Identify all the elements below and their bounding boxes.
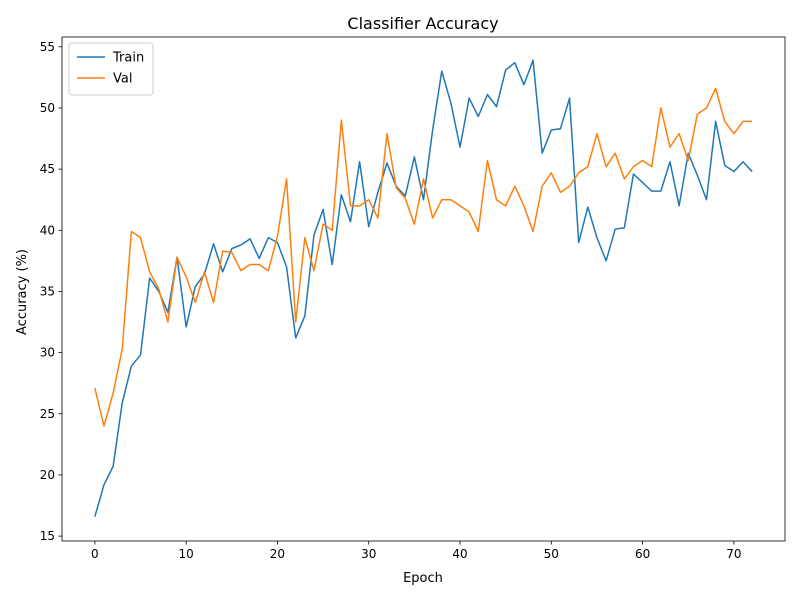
y-axis-label: Accuracy (%) <box>15 249 30 335</box>
y-tick-label: 55 <box>40 40 55 54</box>
legend-label-val: Val <box>113 72 132 87</box>
y-tick-label: 35 <box>40 284 55 298</box>
y-tick-label: 15 <box>40 529 55 543</box>
legend-label-train: Train <box>112 51 144 66</box>
x-tick-label: 50 <box>544 547 559 561</box>
y-tick-label: 45 <box>40 162 55 176</box>
series-line-val <box>94 87 753 427</box>
y-tick-label: 20 <box>40 468 55 482</box>
legend: Train Val <box>68 42 154 96</box>
x-tick-label: 20 <box>270 547 285 561</box>
x-axis-label: Epoch <box>403 571 443 586</box>
y-tick-label: 50 <box>40 101 55 115</box>
x-tick-label: 30 <box>361 547 376 561</box>
x-tick-label: 70 <box>726 547 741 561</box>
plot-area: 0 10 20 30 40 50 60 70 15 20 25 30 35 40 45 50 55 <box>40 36 786 561</box>
x-tick-label: 40 <box>452 547 467 561</box>
y-tick-label: 25 <box>40 407 55 421</box>
y-tick-label: 40 <box>40 223 55 237</box>
x-tick-label: 10 <box>179 547 194 561</box>
chart-title: Classifier Accuracy <box>347 14 498 33</box>
x-tick-label: 60 <box>635 547 650 561</box>
series-line-train <box>94 59 753 517</box>
legend-box <box>68 42 154 96</box>
y-tick-label: 30 <box>40 346 55 360</box>
x-tick-label: 0 <box>91 547 99 561</box>
plot-frame <box>61 36 786 542</box>
